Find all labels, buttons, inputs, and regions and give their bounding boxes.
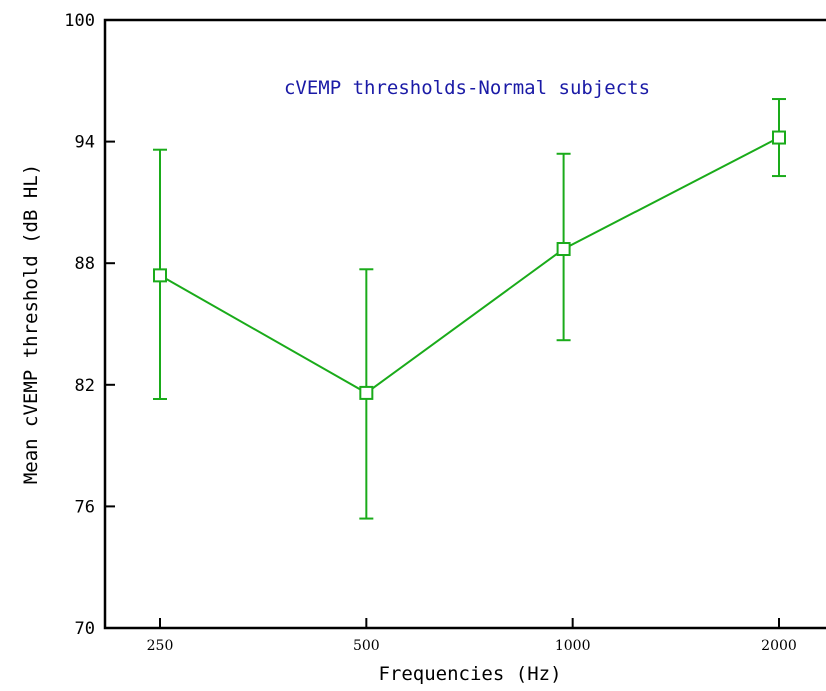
chart-title: cVEMP thresholds-Normal subjects <box>284 77 650 99</box>
x-axis: 250 500 1000 2000 <box>147 618 797 654</box>
x-axis-title: Frequencies (Hz) <box>378 663 561 685</box>
y-axis-title: Mean cVEMP threshold (dB HL) <box>20 164 42 484</box>
data-point-marker <box>359 385 374 400</box>
x-tick-label: 1000 <box>555 638 591 654</box>
x-tick-label: 500 <box>353 638 380 654</box>
data-point-marker <box>556 242 571 257</box>
y-tick-label: 88 <box>75 254 95 274</box>
y-tick-label: 94 <box>75 133 95 153</box>
y-axis: 70 76 82 88 94 100 <box>64 11 115 639</box>
plot-frame <box>103 18 826 630</box>
y-tick-label: 76 <box>75 497 95 517</box>
series-line <box>159 136 780 395</box>
x-tick-label: 2000 <box>761 638 797 654</box>
x-tick-label: 250 <box>147 638 174 654</box>
series-marks <box>153 98 786 520</box>
y-tick-label: 100 <box>64 11 95 31</box>
y-tick-label: 82 <box>75 376 95 396</box>
y-tick-label: 70 <box>75 619 95 639</box>
data-point-marker <box>772 130 786 145</box>
data-point-marker <box>153 268 167 283</box>
